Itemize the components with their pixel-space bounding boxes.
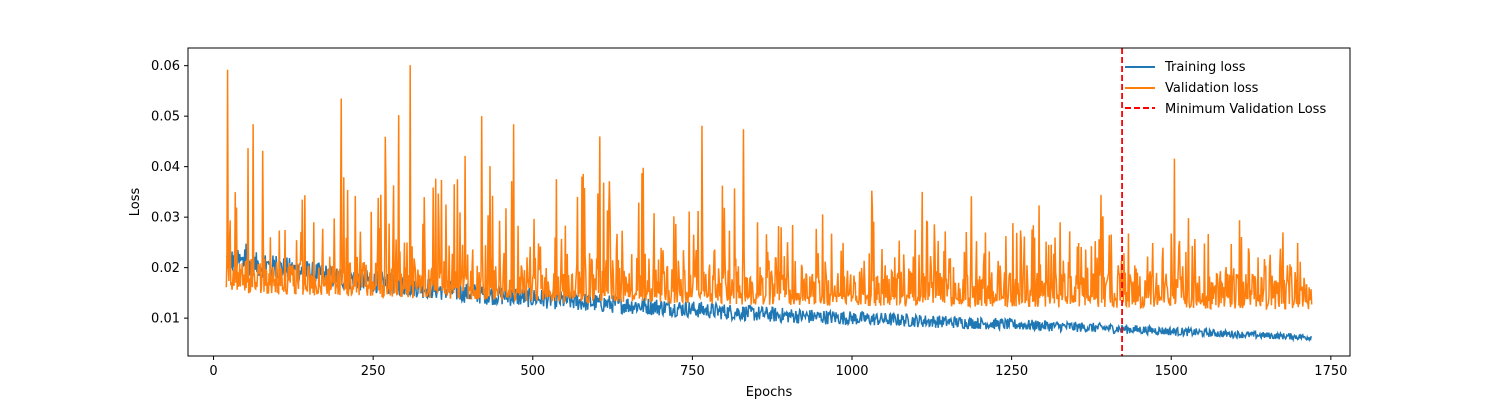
y-tick-label: 0.02 [151,261,180,276]
y-tick-label: 0.06 [151,59,180,74]
x-tick-label: 0 [209,364,217,379]
x-tick-label: 250 [361,364,386,379]
plot-frame [187,47,1351,357]
x-tick-label: 750 [680,364,705,379]
plot-area [225,48,1313,356]
x-tick-label: 1750 [1314,364,1347,379]
legend-label-validation: Validation loss [1165,81,1259,96]
x-tick-label: 1000 [835,364,868,379]
legend: Training loss Validation loss Minimum Va… [1125,60,1326,117]
x-tick-label: 500 [520,364,545,379]
y-tick-label: 0.04 [151,160,180,175]
y-axis: 0.01 0.02 0.03 0.04 0.05 0.06 [151,59,188,327]
y-tick-label: 0.05 [151,110,180,125]
legend-label-training: Training loss [1164,60,1246,75]
y-tick-label: 0.01 [151,312,180,327]
y-tick-label: 0.03 [151,211,180,226]
x-axis-label: Epochs [746,385,793,400]
x-tick-label: 1250 [995,364,1028,379]
legend-label-minimum: Minimum Validation Loss [1165,102,1326,117]
y-axis-label: Loss [128,188,143,217]
series-validation-loss [225,65,1313,311]
x-tick-label: 1500 [1155,364,1188,379]
x-axis: 0 250 500 750 1000 1250 1500 1750 [209,356,1347,379]
